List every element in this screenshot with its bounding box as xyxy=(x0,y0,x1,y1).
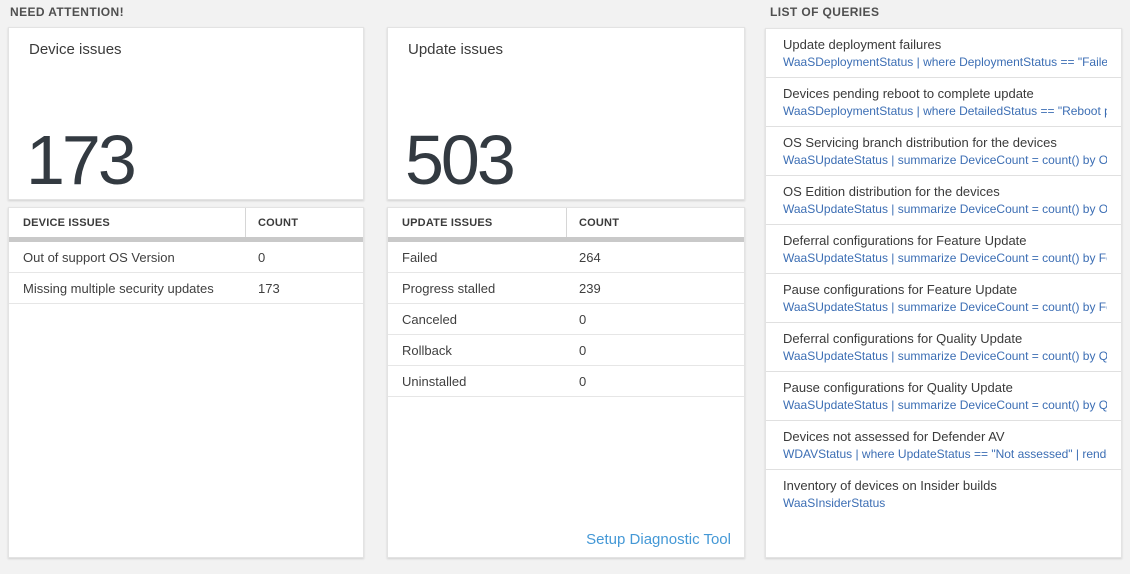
update-issues-card[interactable]: Update issues 503 xyxy=(387,27,745,200)
query-title: Devices not assessed for Defender AV xyxy=(783,429,1005,444)
issue-count-cell: 0 xyxy=(579,311,587,327)
query-list-item[interactable]: Deferral configurations for Quality Upda… xyxy=(766,323,1121,372)
query-text: WaaSUpdateStatus | summarize DeviceCount… xyxy=(783,251,1107,265)
query-text: WDAVStatus | where UpdateStatus == "Not … xyxy=(783,447,1107,461)
query-title: Pause configurations for Feature Update xyxy=(783,282,1018,297)
issue-name-cell: Canceled xyxy=(402,311,457,327)
query-text: WaaSDeploymentStatus | where DeploymentS… xyxy=(783,55,1107,69)
query-list-item[interactable]: Deferral configurations for Feature Upda… xyxy=(766,225,1121,274)
issue-name-cell: Rollback xyxy=(402,342,452,358)
query-list-item[interactable]: Pause configurations for Feature Update … xyxy=(766,274,1121,323)
device-issues-rows: Out of support OS Version 0 Missing mult… xyxy=(9,242,363,304)
issue-count-cell: 0 xyxy=(579,373,587,389)
issue-name-cell: Failed xyxy=(402,249,438,265)
grid-scrollbar xyxy=(9,237,363,242)
issue-count-cell: 0 xyxy=(258,249,266,265)
query-list-item[interactable]: Pause configurations for Quality Update … xyxy=(766,372,1121,421)
need-attention-header: NEED ATTENTION! xyxy=(10,5,124,19)
device-issues-count: 173 xyxy=(26,121,137,199)
issue-name-cell: Uninstalled xyxy=(402,373,467,389)
update-issues-count: 503 xyxy=(405,121,516,199)
device-issues-card[interactable]: Device issues 173 xyxy=(8,27,364,200)
issue-count-cell: 264 xyxy=(579,249,601,265)
table-row[interactable]: Out of support OS Version 0 xyxy=(9,242,363,273)
query-list-item[interactable]: Devices pending reboot to complete updat… xyxy=(766,78,1121,127)
query-text: WaaSUpdateStatus | summarize DeviceCount… xyxy=(783,153,1107,167)
query-title: Update deployment failures xyxy=(783,37,942,52)
query-text: WaaSUpdateStatus | summarize DeviceCount… xyxy=(783,202,1107,216)
query-text: WaaSUpdateStatus | summarize DeviceCount… xyxy=(783,349,1107,363)
column-header-count[interactable]: COUNT xyxy=(579,216,620,229)
issue-count-cell: 173 xyxy=(258,280,280,296)
table-header-row: DEVICE ISSUES COUNT xyxy=(9,208,363,237)
table-row[interactable]: Progress stalled 239 xyxy=(388,273,744,304)
column-header-device-issues[interactable]: DEVICE ISSUES xyxy=(9,208,246,237)
update-issues-table: UPDATE ISSUES COUNT Failed 264 Progress … xyxy=(387,207,745,558)
query-title: OS Servicing branch distribution for the… xyxy=(783,135,1057,150)
query-text: WaaSUpdateStatus | summarize DeviceCount… xyxy=(783,398,1107,412)
grid-scrollbar xyxy=(388,237,744,242)
table-row[interactable]: Rollback 0 xyxy=(388,335,744,366)
query-title: Inventory of devices on Insider builds xyxy=(783,478,997,493)
query-title: OS Edition distribution for the devices xyxy=(783,184,1000,199)
query-title: Devices pending reboot to complete updat… xyxy=(783,86,1034,101)
column-header-count[interactable]: COUNT xyxy=(258,216,299,229)
issue-count-cell: 0 xyxy=(579,342,587,358)
query-list-item[interactable]: OS Servicing branch distribution for the… xyxy=(766,127,1121,176)
column-header-update-issues[interactable]: UPDATE ISSUES xyxy=(388,208,567,237)
query-list-item[interactable]: OS Edition distribution for the devices … xyxy=(766,176,1121,225)
issue-name-cell: Out of support OS Version xyxy=(23,249,175,265)
query-text: WaaSInsiderStatus xyxy=(783,496,886,510)
issue-count-cell: 239 xyxy=(579,280,601,296)
query-list-item[interactable]: Devices not assessed for Defender AV WDA… xyxy=(766,421,1121,470)
table-row[interactable]: Uninstalled 0 xyxy=(388,366,744,397)
query-list-item[interactable]: Inventory of devices on Insider builds W… xyxy=(766,470,1121,518)
update-issues-rows: Failed 264 Progress stalled 239 Canceled… xyxy=(388,242,744,397)
issue-name-cell: Progress stalled xyxy=(402,280,496,296)
table-row[interactable]: Failed 264 xyxy=(388,242,744,273)
query-title: Deferral configurations for Feature Upda… xyxy=(783,233,1027,248)
table-header-row: UPDATE ISSUES COUNT xyxy=(388,208,744,237)
query-text: WaaSUpdateStatus | summarize DeviceCount… xyxy=(783,300,1107,314)
query-title: Pause configurations for Quality Update xyxy=(783,380,1013,395)
card-title: Update issues xyxy=(408,41,504,58)
query-list-item[interactable]: Update deployment failures WaaSDeploymen… xyxy=(766,29,1121,78)
device-issues-table: DEVICE ISSUES COUNT Out of support OS Ve… xyxy=(8,207,364,558)
issue-name-cell: Missing multiple security updates xyxy=(23,280,214,296)
query-title: Deferral configurations for Quality Upda… xyxy=(783,331,1023,346)
card-title: Device issues xyxy=(29,41,122,58)
table-row[interactable]: Missing multiple security updates 173 xyxy=(9,273,363,304)
table-row[interactable]: Canceled 0 xyxy=(388,304,744,335)
setup-diagnostic-tool-link[interactable]: Setup Diagnostic Tool xyxy=(586,531,731,548)
queries-list: Update deployment failures WaaSDeploymen… xyxy=(765,28,1122,558)
list-of-queries-header: LIST OF QUERIES xyxy=(770,5,880,19)
query-text: WaaSDeploymentStatus | where DetailedSta… xyxy=(783,104,1107,118)
